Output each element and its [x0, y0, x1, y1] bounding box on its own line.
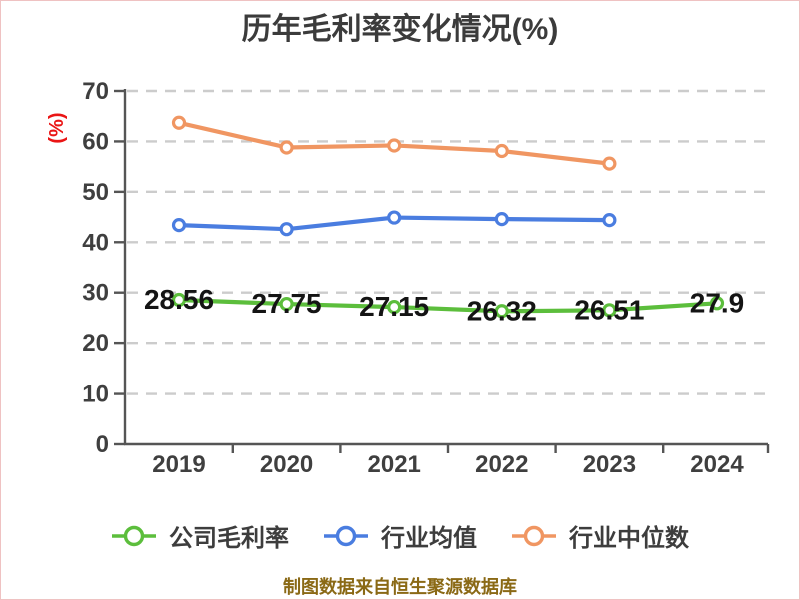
- svg-text:2020: 2020: [260, 451, 313, 478]
- data-point-marker: [602, 212, 617, 228]
- x-tick-labels: 2019 2020 2021 2022 2023 2024: [152, 451, 744, 478]
- series-line-industry-median: [171, 115, 617, 171]
- legend-item-industry-median: 行业中位数: [511, 518, 689, 553]
- legend-line-marker-icon: [324, 525, 368, 546]
- gridlines: [127, 89, 768, 395]
- svg-text:2021: 2021: [368, 451, 421, 478]
- svg-text:2022: 2022: [475, 451, 528, 478]
- legend-label: 行业中位数: [569, 525, 689, 552]
- data-point-marker: [171, 218, 187, 233]
- legend-label: 公司毛利率: [169, 525, 289, 552]
- svg-text:26.32: 26.32: [467, 295, 537, 326]
- data-point-marker: [602, 303, 617, 318]
- legend-item-company-gross-margin: 公司毛利率: [111, 518, 289, 553]
- plot-area: 0 10 20 30 40 50 60 70 2019 2020 2021 2022 2023 2024 (…: [46, 78, 770, 478]
- svg-text:10: 10: [82, 381, 109, 408]
- series-line-company-gross-margin: [171, 292, 725, 319]
- svg-text:60: 60: [82, 128, 109, 155]
- series-line-industry-average: [171, 210, 617, 237]
- data-point-marker: [279, 222, 294, 237]
- data-point-marker: [494, 211, 509, 227]
- data-point-marker: [387, 210, 402, 225]
- svg-text:28.56: 28.56: [144, 284, 214, 315]
- axes: [114, 89, 770, 453]
- data-point-marker: [387, 138, 402, 153]
- y-axis-unit-label: (%): [46, 112, 68, 143]
- svg-text:27.75: 27.75: [252, 288, 322, 319]
- legend-line-marker-icon: [512, 525, 556, 546]
- data-point-marker: [171, 115, 187, 130]
- legend-line-marker-icon: [112, 525, 156, 546]
- svg-text:2019: 2019: [152, 451, 205, 478]
- legend-item-industry-average: 行业均值: [323, 518, 477, 553]
- data-point-marker: [602, 156, 617, 171]
- svg-text:0: 0: [96, 431, 109, 458]
- svg-text:20: 20: [82, 330, 109, 357]
- legend: 公司毛利率 行业均值 行业中位数: [1, 518, 799, 553]
- svg-text:2024: 2024: [690, 451, 744, 478]
- svg-text:2023: 2023: [583, 451, 636, 478]
- data-point-marker: [494, 143, 509, 159]
- svg-text:27.9: 27.9: [690, 287, 745, 318]
- svg-text:26.51: 26.51: [574, 294, 644, 325]
- data-point-marker: [279, 296, 294, 312]
- svg-text:70: 70: [82, 78, 109, 105]
- legend-label: 行业均值: [381, 525, 477, 552]
- y-tick-labels: 0 10 20 30 40 50 60 70: [82, 78, 109, 458]
- chart-title: 历年毛利率变化情况(%): [241, 13, 559, 46]
- data-point-marker: [494, 304, 509, 319]
- svg-text:40: 40: [82, 229, 109, 256]
- data-point-marker: [279, 140, 294, 155]
- svg-text:30: 30: [82, 280, 109, 307]
- svg-text:27.15: 27.15: [359, 291, 429, 322]
- data-point-marker: [387, 299, 402, 315]
- data-point-marker: [171, 292, 187, 308]
- data-source-note: 制图数据来自恒生聚源数据库: [283, 577, 517, 597]
- svg-text:50: 50: [82, 179, 109, 206]
- point-value-labels-company-gross-margin: 28.56 27.75 27.15 26.32 26.51 27.9: [144, 284, 744, 326]
- data-point-marker: [709, 296, 725, 311]
